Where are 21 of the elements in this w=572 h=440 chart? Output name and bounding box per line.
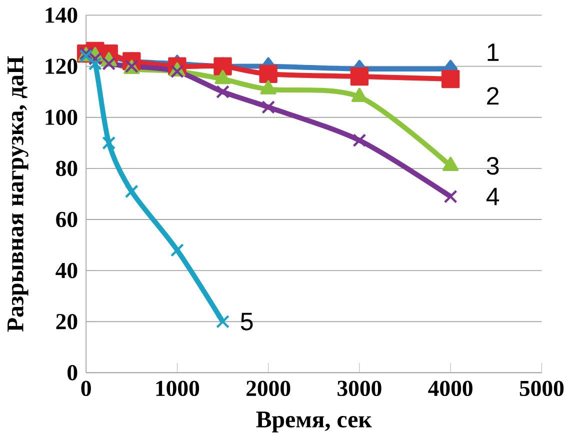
y-tick-label: 120 bbox=[46, 58, 78, 74]
series-label: 2 bbox=[487, 87, 499, 105]
x-tick-label: 3000 bbox=[338, 380, 382, 396]
series-label: 3 bbox=[486, 157, 499, 175]
x-tick-label: 4000 bbox=[428, 380, 472, 396]
x-axis-title: Время, сек bbox=[256, 412, 372, 432]
y-tick-label: 60 bbox=[56, 212, 78, 228]
y-tick-label: 40 bbox=[56, 262, 78, 278]
x-tick-label: 0 bbox=[81, 380, 91, 396]
x-tick-label: 5000 bbox=[520, 380, 564, 396]
x-tick-label: 1000 bbox=[156, 380, 200, 396]
series-label: 1 bbox=[488, 44, 499, 61]
y-axis-title: Разрывная нагрузка, даН bbox=[8, 56, 28, 332]
series-label: 5 bbox=[240, 312, 253, 330]
y-tick-label: 80 bbox=[56, 160, 78, 176]
series-label: 4 bbox=[486, 188, 500, 206]
y-tick-label: 140 bbox=[46, 8, 78, 23]
x-tick-label: 2000 bbox=[246, 380, 290, 396]
y-tick-label: 20 bbox=[56, 314, 78, 330]
y-tick-label: 100 bbox=[46, 110, 78, 126]
y-tick-label: 0 bbox=[68, 365, 78, 380]
